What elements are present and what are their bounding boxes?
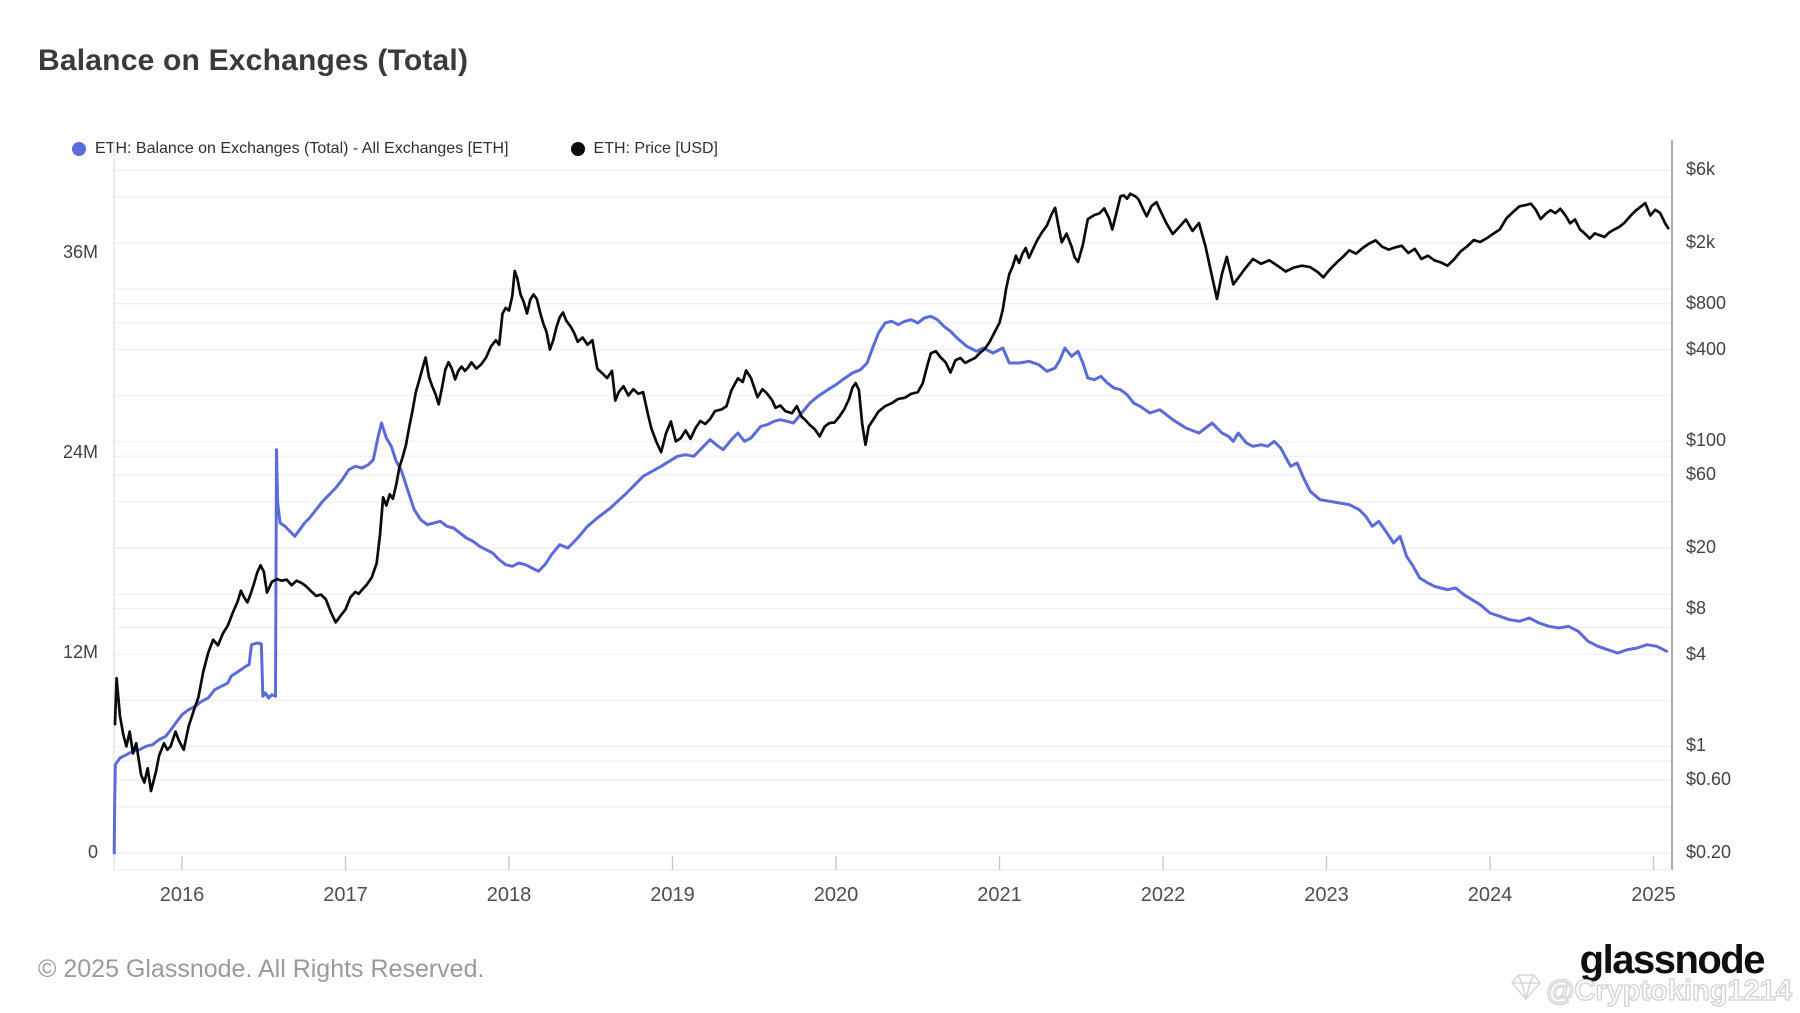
price-series-dot-icon — [570, 142, 585, 156]
y-right-tick-$800: $800 — [1686, 292, 1727, 313]
x-tick-2016: 2016 — [159, 884, 205, 906]
y-left-tick-24M: 24M — [62, 442, 98, 462]
copyright-text: © 2025 Glassnode. All Rights Reserved. — [38, 955, 485, 983]
balance-series-dot-icon — [72, 142, 86, 156]
legend-label-balance: ETH: Balance on Exchanges (Total) - All … — [95, 140, 509, 157]
page-title: Balance on Exchanges (Total) — [38, 44, 469, 77]
x-tick-2019: 2019 — [650, 884, 695, 906]
x-tick-2017: 2017 — [323, 884, 368, 906]
series-price-line[interactable] — [113, 192, 1670, 793]
gem-icon — [1510, 972, 1542, 1010]
y-right-tick-$2k: $2k — [1686, 231, 1716, 252]
y-right-tick-$400: $400 — [1686, 338, 1727, 359]
series-balance-line[interactable] — [112, 314, 1669, 855]
x-tick-2021: 2021 — [977, 884, 1022, 906]
y-right-tick-$0.20: $0.20 — [1686, 842, 1732, 862]
x-tick-2018: 2018 — [486, 884, 532, 906]
legend-item-balance[interactable]: ETH: Balance on Exchanges (Total) - All … — [72, 140, 509, 158]
y-right-tick-$1: $1 — [1686, 735, 1707, 756]
x-tick-2020: 2020 — [813, 884, 859, 906]
y-right-tick-$6k: $6k — [1686, 159, 1716, 180]
legend-label-price: ETH: Price [USD] — [593, 140, 718, 157]
y-right-tick-$60: $60 — [1686, 464, 1717, 485]
legend-item-price[interactable]: ETH: Price [USD] — [570, 140, 718, 158]
y-left-tick-12M: 12M — [62, 642, 98, 662]
x-tick-2022: 2022 — [1140, 884, 1186, 906]
y-right-tick-$4: $4 — [1686, 643, 1707, 664]
y-right-tick-$0.60: $0.60 — [1686, 769, 1732, 790]
x-tick-2023: 2023 — [1304, 884, 1349, 906]
watermark: @Cryptoking1214 — [1510, 972, 1793, 1010]
x-tick-2024: 2024 — [1467, 884, 1513, 906]
y-right-tick-$100: $100 — [1686, 430, 1727, 451]
watermark-handle: @Cryptoking1214 — [1545, 974, 1792, 1007]
y-right-tick-$8: $8 — [1686, 597, 1707, 618]
glassnode-logo: glassnode — [1579, 938, 1766, 982]
y-left-tick-36M: 36M — [62, 242, 98, 262]
y-left-tick-0: 0 — [87, 842, 98, 862]
legend: ETH: Balance on Exchanges (Total) - All … — [72, 140, 718, 158]
x-tick-2025: 2025 — [1631, 884, 1676, 906]
y-right-tick-$20: $20 — [1686, 536, 1717, 557]
